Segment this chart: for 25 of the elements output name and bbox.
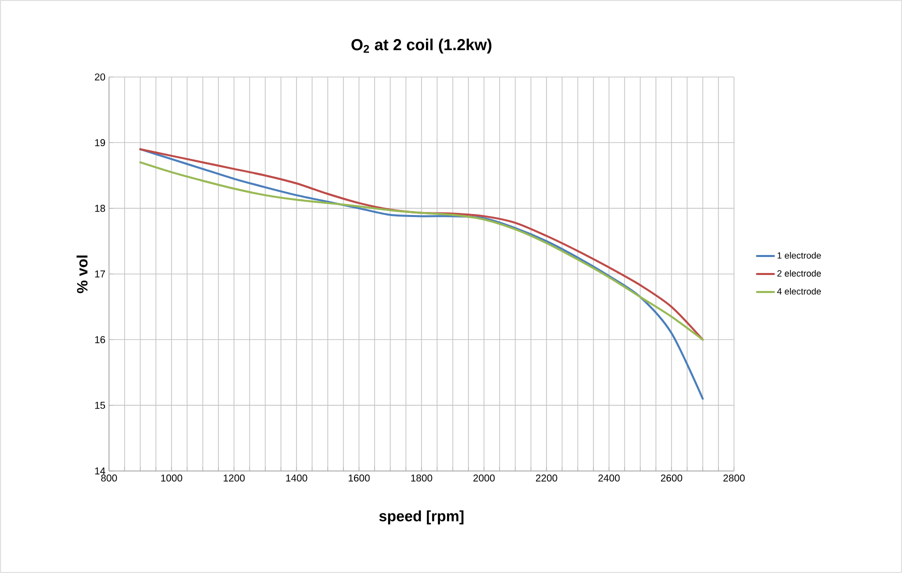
- y-tick-label: 17: [95, 270, 105, 278]
- x-tick-label: 1600: [348, 474, 370, 482]
- line-series: [139, 148, 704, 400]
- y-tick-label: 19: [95, 139, 106, 146]
- legend-label: 1 electrode: [778, 252, 821, 259]
- x-axis-title: speed [rpm]: [379, 510, 464, 524]
- legend-label: 2 electrode: [777, 270, 821, 277]
- chart-title: O$_{2}$ at 2 coil (1.2kw): [351, 38, 492, 54]
- y-tick-label: 20: [94, 73, 106, 81]
- y-tick-label: 18: [95, 204, 106, 212]
- legend-label: 4 electrode: [777, 288, 821, 295]
- x-tick-label: 2800: [723, 474, 745, 482]
- x-tick-label: 1000: [161, 474, 182, 482]
- y-tick-label: 14: [95, 468, 106, 474]
- y-tick-label: 16: [95, 336, 106, 344]
- x-tick-label: 2400: [598, 474, 620, 482]
- y-axis-title: % vol: [76, 256, 88, 294]
- x-tick-label: 800: [101, 474, 117, 482]
- x-tick-label: 1800: [411, 474, 432, 482]
- x-tick-label: 1200: [224, 474, 245, 482]
- x-tick-label: 2200: [536, 474, 558, 482]
- y-tick-label: 15: [95, 402, 106, 409]
- x-tick-label: 1400: [286, 474, 308, 482]
- x-tick-label: 2600: [660, 474, 682, 482]
- x-tick-label: 2000: [473, 474, 495, 482]
